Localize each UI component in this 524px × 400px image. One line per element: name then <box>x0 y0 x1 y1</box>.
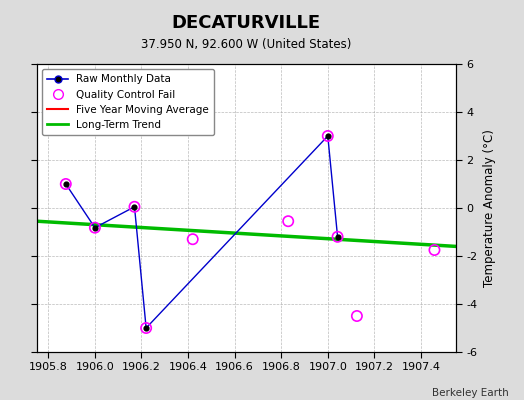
Point <box>284 218 292 224</box>
Point <box>91 224 99 231</box>
Text: Berkeley Earth: Berkeley Earth <box>432 388 508 398</box>
Point <box>189 236 197 242</box>
Point <box>130 204 139 210</box>
Point <box>324 133 332 139</box>
Point <box>142 325 150 331</box>
Y-axis label: Temperature Anomaly (°C): Temperature Anomaly (°C) <box>483 129 496 287</box>
Point <box>62 181 70 187</box>
Point <box>333 234 342 240</box>
Point <box>333 234 342 240</box>
Text: 37.950 N, 92.600 W (United States): 37.950 N, 92.600 W (United States) <box>141 38 352 51</box>
Point <box>62 181 70 187</box>
Legend: Raw Monthly Data, Quality Control Fail, Five Year Moving Average, Long-Term Tren: Raw Monthly Data, Quality Control Fail, … <box>42 69 214 135</box>
Point <box>91 224 99 231</box>
Point <box>324 133 332 139</box>
Point <box>353 313 361 319</box>
Point <box>142 325 150 331</box>
Text: DECATURVILLE: DECATURVILLE <box>172 14 321 32</box>
Point <box>430 247 439 253</box>
Point <box>130 204 139 210</box>
